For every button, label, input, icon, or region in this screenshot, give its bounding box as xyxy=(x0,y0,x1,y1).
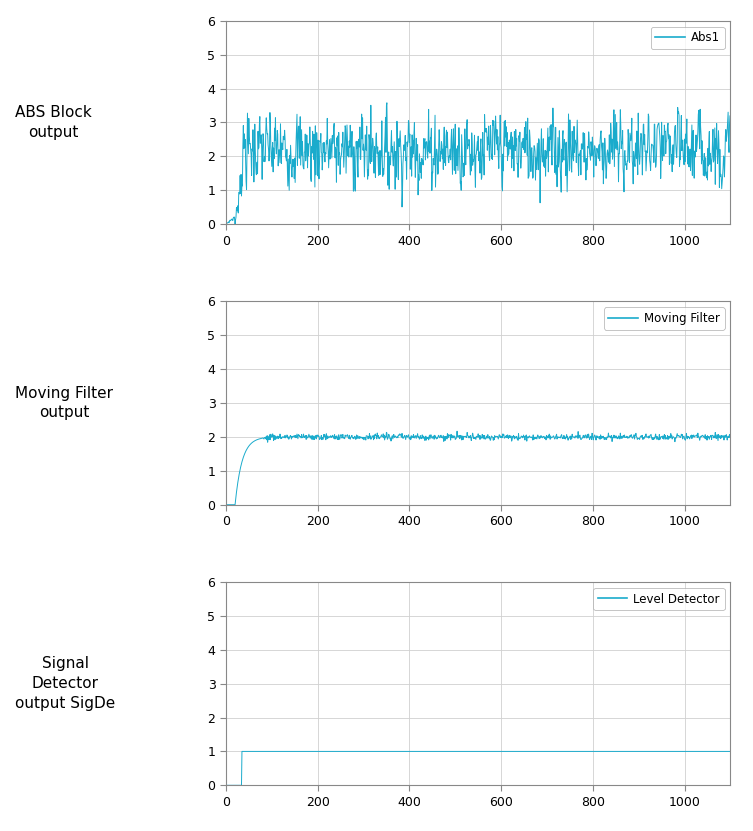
Text: ABS Block
output: ABS Block output xyxy=(15,105,92,140)
Legend: Abs1: Abs1 xyxy=(651,27,724,49)
Legend: Moving Filter: Moving Filter xyxy=(604,307,724,330)
Text: Moving Filter
output: Moving Filter output xyxy=(15,386,113,420)
Text: Signal
Detector
output SigDe: Signal Detector output SigDe xyxy=(15,656,115,711)
Legend: Level Detector: Level Detector xyxy=(593,588,724,610)
